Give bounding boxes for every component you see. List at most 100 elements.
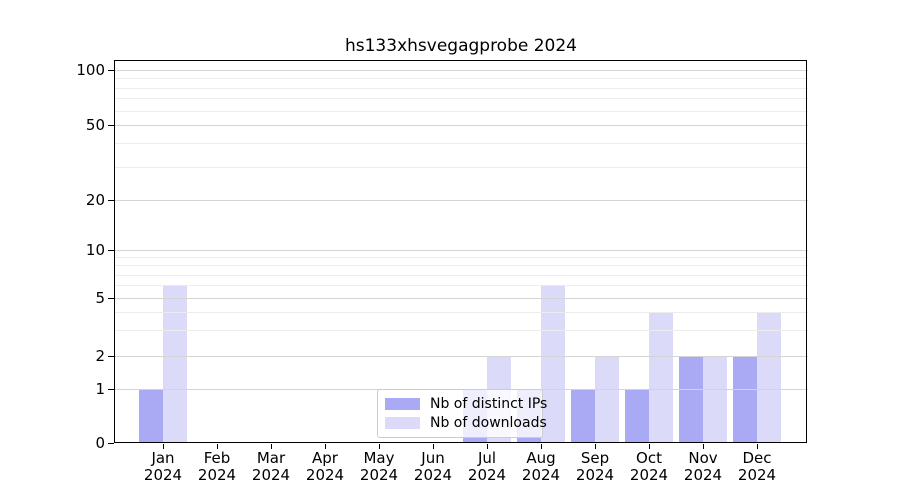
y-axis-tick [108, 355, 114, 357]
x-tick-label: Aug 2024 [509, 450, 573, 484]
x-tick-month: Oct [636, 449, 662, 467]
x-tick-month: Apr [312, 449, 338, 467]
x-tick-year: 2024 [737, 466, 777, 484]
bar-downloads-nov [703, 356, 727, 443]
grid-line-minor [115, 98, 808, 100]
x-tick-label: Dec 2024 [725, 450, 789, 484]
bar-distinct-ips-oct [625, 389, 649, 443]
legend-label-distinct-ips: Nb of distinct IPs [430, 396, 548, 412]
x-axis-tick [216, 444, 218, 449]
y-axis-tick [108, 69, 114, 71]
x-tick-month: Jan [151, 449, 175, 467]
grid-line-minor [115, 265, 808, 267]
x-tick-year: 2024 [521, 466, 561, 484]
legend-swatch-downloads [385, 417, 420, 429]
y-tick-label: 5 [95, 289, 105, 307]
y-tick-label: 10 [85, 241, 105, 259]
x-axis-tick [540, 444, 542, 449]
x-axis-tick [324, 444, 326, 449]
x-tick-year: 2024 [629, 466, 669, 484]
y-tick-label: 0 [95, 434, 105, 452]
x-tick-month: Mar [256, 449, 286, 467]
legend: Nb of distinct IPs Nb of downloads [377, 389, 547, 438]
x-tick-label: May 2024 [347, 450, 411, 484]
bar-downloads-sep [595, 356, 619, 443]
y-axis-tick [108, 388, 114, 390]
grid-line-minor [115, 143, 808, 145]
grid-line-major [115, 200, 808, 201]
x-tick-year: 2024 [143, 466, 183, 484]
legend-item-distinct-ips: Nb of distinct IPs [385, 395, 547, 413]
x-axis-tick [756, 444, 758, 449]
bar-distinct-ips-nov [679, 356, 703, 443]
x-tick-year: 2024 [305, 466, 345, 484]
bar-downloads-dec [757, 312, 781, 443]
x-tick-label: Jul 2024 [455, 450, 519, 484]
x-tick-label: Apr 2024 [293, 450, 357, 484]
x-tick-year: 2024 [413, 466, 453, 484]
x-axis-tick [162, 444, 164, 449]
x-tick-label: Mar 2024 [239, 450, 303, 484]
x-axis-tick [594, 444, 596, 449]
x-tick-label: Nov 2024 [671, 450, 735, 484]
x-tick-month: Jun [421, 449, 445, 467]
x-tick-label: Jun 2024 [401, 450, 465, 484]
legend-swatch-distinct-ips [385, 398, 420, 410]
x-tick-year: 2024 [251, 466, 291, 484]
bar-distinct-ips-sep [571, 389, 595, 443]
x-tick-month: Sep [580, 449, 610, 467]
legend-item-downloads: Nb of downloads [385, 414, 547, 432]
chart-title: hs133xhsvegagprobe 2024 [344, 36, 577, 56]
x-axis-tick [432, 444, 434, 449]
x-tick-year: 2024 [575, 466, 615, 484]
x-tick-label: Oct 2024 [617, 450, 681, 484]
grid-line-minor [115, 87, 808, 89]
y-tick-label: 2 [95, 347, 105, 365]
grid-line-minor [115, 78, 808, 80]
grid-line-minor [115, 166, 808, 168]
y-tick-label: 100 [76, 61, 105, 79]
grid-line-minor [115, 330, 808, 332]
x-tick-month: May [363, 449, 395, 467]
x-axis-tick [486, 444, 488, 449]
x-tick-month: Dec [742, 449, 772, 467]
y-axis-tick [108, 297, 114, 299]
x-tick-year: 2024 [683, 466, 723, 484]
grid-line-minor [115, 110, 808, 112]
y-tick-label: 50 [85, 116, 105, 134]
grid-line-minor [115, 312, 808, 314]
grid-line-major [115, 125, 808, 126]
x-tick-month: Nov [688, 449, 718, 467]
grid-line-minor [115, 257, 808, 259]
bar-distinct-ips-jan [139, 389, 163, 443]
grid-line-major [115, 250, 808, 251]
bar-distinct-ips-dec [733, 356, 757, 443]
x-tick-label: Jan 2024 [131, 450, 195, 484]
x-tick-month: Jul [477, 449, 497, 467]
bar-downloads-aug [541, 285, 565, 443]
x-tick-month: Aug [526, 449, 556, 467]
x-tick-year: 2024 [467, 466, 507, 484]
grid-line-minor [115, 285, 808, 287]
bar-downloads-jan [163, 285, 187, 443]
x-axis-tick [648, 444, 650, 449]
y-tick-label: 20 [85, 191, 105, 209]
bar-downloads-oct [649, 312, 673, 443]
x-axis-tick [378, 444, 380, 449]
x-tick-label: Sep 2024 [563, 450, 627, 484]
legend-label-downloads: Nb of downloads [430, 415, 547, 431]
grid-line-major [115, 70, 808, 71]
x-tick-year: 2024 [197, 466, 237, 484]
x-axis-tick [270, 444, 272, 449]
y-tick-label: 1 [95, 380, 105, 398]
x-tick-year: 2024 [359, 466, 399, 484]
x-axis-tick [702, 444, 704, 449]
x-tick-month: Feb [203, 449, 231, 467]
y-axis-tick [108, 199, 114, 201]
grid-line-major [115, 298, 808, 299]
y-axis-tick [108, 124, 114, 126]
x-tick-label: Feb 2024 [185, 450, 249, 484]
y-axis-tick [108, 442, 114, 444]
grid-line-minor [115, 274, 808, 276]
